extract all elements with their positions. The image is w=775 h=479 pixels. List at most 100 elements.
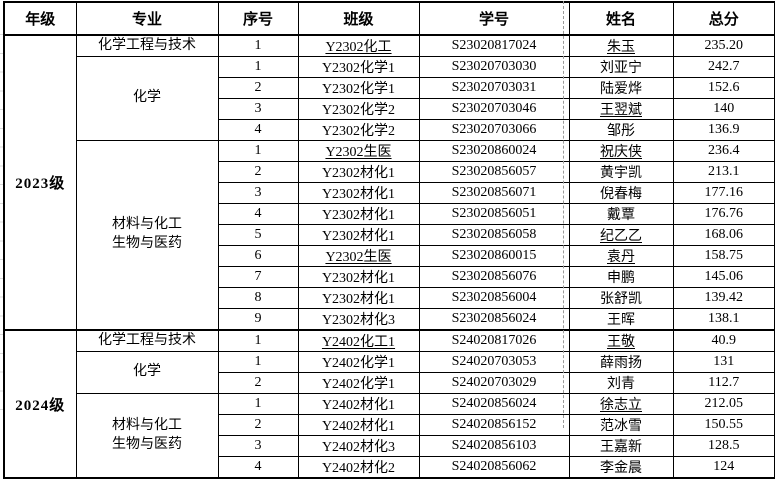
cell-no[interactable]: 8 — [217, 287, 299, 309]
cell-class[interactable]: Y2302材化1 — [297, 161, 420, 183]
cell-class[interactable]: Y2302材化3 — [297, 308, 420, 331]
cell-score[interactable]: 138.1 — [672, 308, 775, 331]
cell-score[interactable]: 152.6 — [672, 77, 775, 99]
cell-name[interactable]: 徐志立 — [568, 393, 674, 415]
cell-class[interactable]: Y2302生医 — [297, 140, 420, 162]
cell-class[interactable]: Y2402材化1 — [297, 414, 420, 436]
cell-name[interactable]: 李金晨 — [568, 456, 674, 479]
cell-no[interactable]: 5 — [217, 224, 299, 246]
cell-name[interactable]: 纪乙乙 — [568, 224, 674, 246]
cell-score[interactable]: 242.7 — [672, 56, 775, 78]
cell-no[interactable]: 2 — [217, 372, 299, 394]
cell-major[interactable]: 化学工程与技术 — [75, 329, 219, 352]
cell-score[interactable]: 158.75 — [672, 245, 775, 267]
cell-grade[interactable]: 2023级 — [3, 34, 77, 331]
cell-student-id[interactable]: S23020856057 — [418, 161, 570, 183]
cell-score[interactable]: 140 — [672, 98, 775, 120]
cell-score[interactable]: 136.9 — [672, 119, 775, 141]
cell-grade[interactable]: 2024级 — [3, 329, 77, 479]
cell-student-id[interactable]: S23020856051 — [418, 203, 570, 225]
cell-no[interactable]: 3 — [217, 435, 299, 457]
cell-name[interactable]: 刘亚宁 — [568, 56, 674, 78]
cell-name[interactable]: 戴覃 — [568, 203, 674, 225]
cell-class[interactable]: Y2402化学1 — [297, 351, 420, 373]
cell-no[interactable]: 2 — [217, 161, 299, 183]
cell-score[interactable]: 40.9 — [672, 329, 775, 352]
cell-student-id[interactable]: S23020703031 — [418, 77, 570, 99]
cell-name[interactable]: 张舒凯 — [568, 287, 674, 309]
cell-student-id[interactable]: S24020856152 — [418, 414, 570, 436]
cell-class[interactable]: Y2302化学1 — [297, 56, 420, 78]
cell-no[interactable]: 1 — [217, 140, 299, 162]
cell-student-id[interactable]: S24020856103 — [418, 435, 570, 457]
cell-no[interactable]: 1 — [217, 393, 299, 415]
cell-no[interactable]: 2 — [217, 414, 299, 436]
cell-class[interactable]: Y2402材化3 — [297, 435, 420, 457]
cell-major[interactable]: 化学工程与技术 — [75, 34, 219, 57]
cell-score[interactable]: 124 — [672, 456, 775, 479]
cell-student-id[interactable]: S23020860024 — [418, 140, 570, 162]
cell-no[interactable]: 3 — [217, 182, 299, 204]
cell-score[interactable]: 235.20 — [672, 34, 775, 57]
cell-score[interactable]: 168.06 — [672, 224, 775, 246]
cell-student-id[interactable]: S23020817024 — [418, 34, 570, 57]
cell-no[interactable]: 4 — [217, 119, 299, 141]
cell-no[interactable]: 1 — [217, 329, 299, 352]
cell-score[interactable]: 176.76 — [672, 203, 775, 225]
column-header-student-id[interactable]: 学号 — [418, 1, 570, 36]
cell-name[interactable]: 薛雨扬 — [568, 351, 674, 373]
cell-class[interactable]: Y2402材化1 — [297, 393, 420, 415]
cell-student-id[interactable]: S23020856004 — [418, 287, 570, 309]
cell-major[interactable]: 材料与化工 生物与医药 — [75, 393, 219, 479]
cell-class[interactable]: Y2402化工1 — [297, 329, 420, 352]
cell-name[interactable]: 祝庆侠 — [568, 140, 674, 162]
cell-class[interactable]: Y2402材化2 — [297, 456, 420, 479]
cell-score[interactable]: 131 — [672, 351, 775, 373]
cell-score[interactable]: 128.5 — [672, 435, 775, 457]
cell-student-id[interactable]: S23020856071 — [418, 182, 570, 204]
cell-class[interactable]: Y2402化学1 — [297, 372, 420, 394]
cell-score[interactable]: 236.4 — [672, 140, 775, 162]
cell-class[interactable]: Y2302材化1 — [297, 182, 420, 204]
column-header-score[interactable]: 总分 — [672, 1, 775, 36]
cell-student-id[interactable]: S23020860015 — [418, 245, 570, 267]
cell-student-id[interactable]: S23020703046 — [418, 98, 570, 120]
cell-score[interactable]: 150.55 — [672, 414, 775, 436]
column-header-name[interactable]: 姓名 — [568, 1, 674, 36]
cell-class[interactable]: Y2302材化1 — [297, 203, 420, 225]
cell-class[interactable]: Y2302化工 — [297, 34, 420, 57]
cell-major[interactable]: 化学 — [75, 351, 219, 394]
cell-name[interactable]: 王敬 — [568, 329, 674, 352]
cell-name[interactable]: 王嘉新 — [568, 435, 674, 457]
cell-class[interactable]: Y2302材化1 — [297, 287, 420, 309]
column-header-class[interactable]: 班级 — [297, 1, 420, 36]
cell-student-id[interactable]: S24020703053 — [418, 351, 570, 373]
cell-no[interactable]: 2 — [217, 77, 299, 99]
cell-no[interactable]: 1 — [217, 34, 299, 57]
cell-major[interactable]: 化学 — [75, 56, 219, 141]
cell-name[interactable]: 倪春梅 — [568, 182, 674, 204]
cell-no[interactable]: 9 — [217, 308, 299, 331]
cell-class[interactable]: Y2302化学1 — [297, 77, 420, 99]
cell-no[interactable]: 7 — [217, 266, 299, 288]
cell-name[interactable]: 黄宇凯 — [568, 161, 674, 183]
cell-score[interactable]: 112.7 — [672, 372, 775, 394]
cell-name[interactable]: 袁丹 — [568, 245, 674, 267]
cell-score[interactable]: 139.42 — [672, 287, 775, 309]
cell-score[interactable]: 212.05 — [672, 393, 775, 415]
cell-no[interactable]: 3 — [217, 98, 299, 120]
cell-name[interactable]: 邹彤 — [568, 119, 674, 141]
column-header-major[interactable]: 专业 — [75, 1, 219, 36]
cell-no[interactable]: 4 — [217, 203, 299, 225]
cell-student-id[interactable]: S23020856024 — [418, 308, 570, 331]
column-header-no[interactable]: 序号 — [217, 1, 299, 36]
cell-student-id[interactable]: S24020856024 — [418, 393, 570, 415]
cell-score[interactable]: 213.1 — [672, 161, 775, 183]
cell-score[interactable]: 145.06 — [672, 266, 775, 288]
cell-name[interactable]: 陆爱烨 — [568, 77, 674, 99]
cell-major[interactable]: 材料与化工 生物与医药 — [75, 140, 219, 331]
cell-class[interactable]: Y2302化学2 — [297, 119, 420, 141]
cell-student-id[interactable]: S23020856058 — [418, 224, 570, 246]
cell-name[interactable]: 王晖 — [568, 308, 674, 331]
cell-no[interactable]: 1 — [217, 56, 299, 78]
